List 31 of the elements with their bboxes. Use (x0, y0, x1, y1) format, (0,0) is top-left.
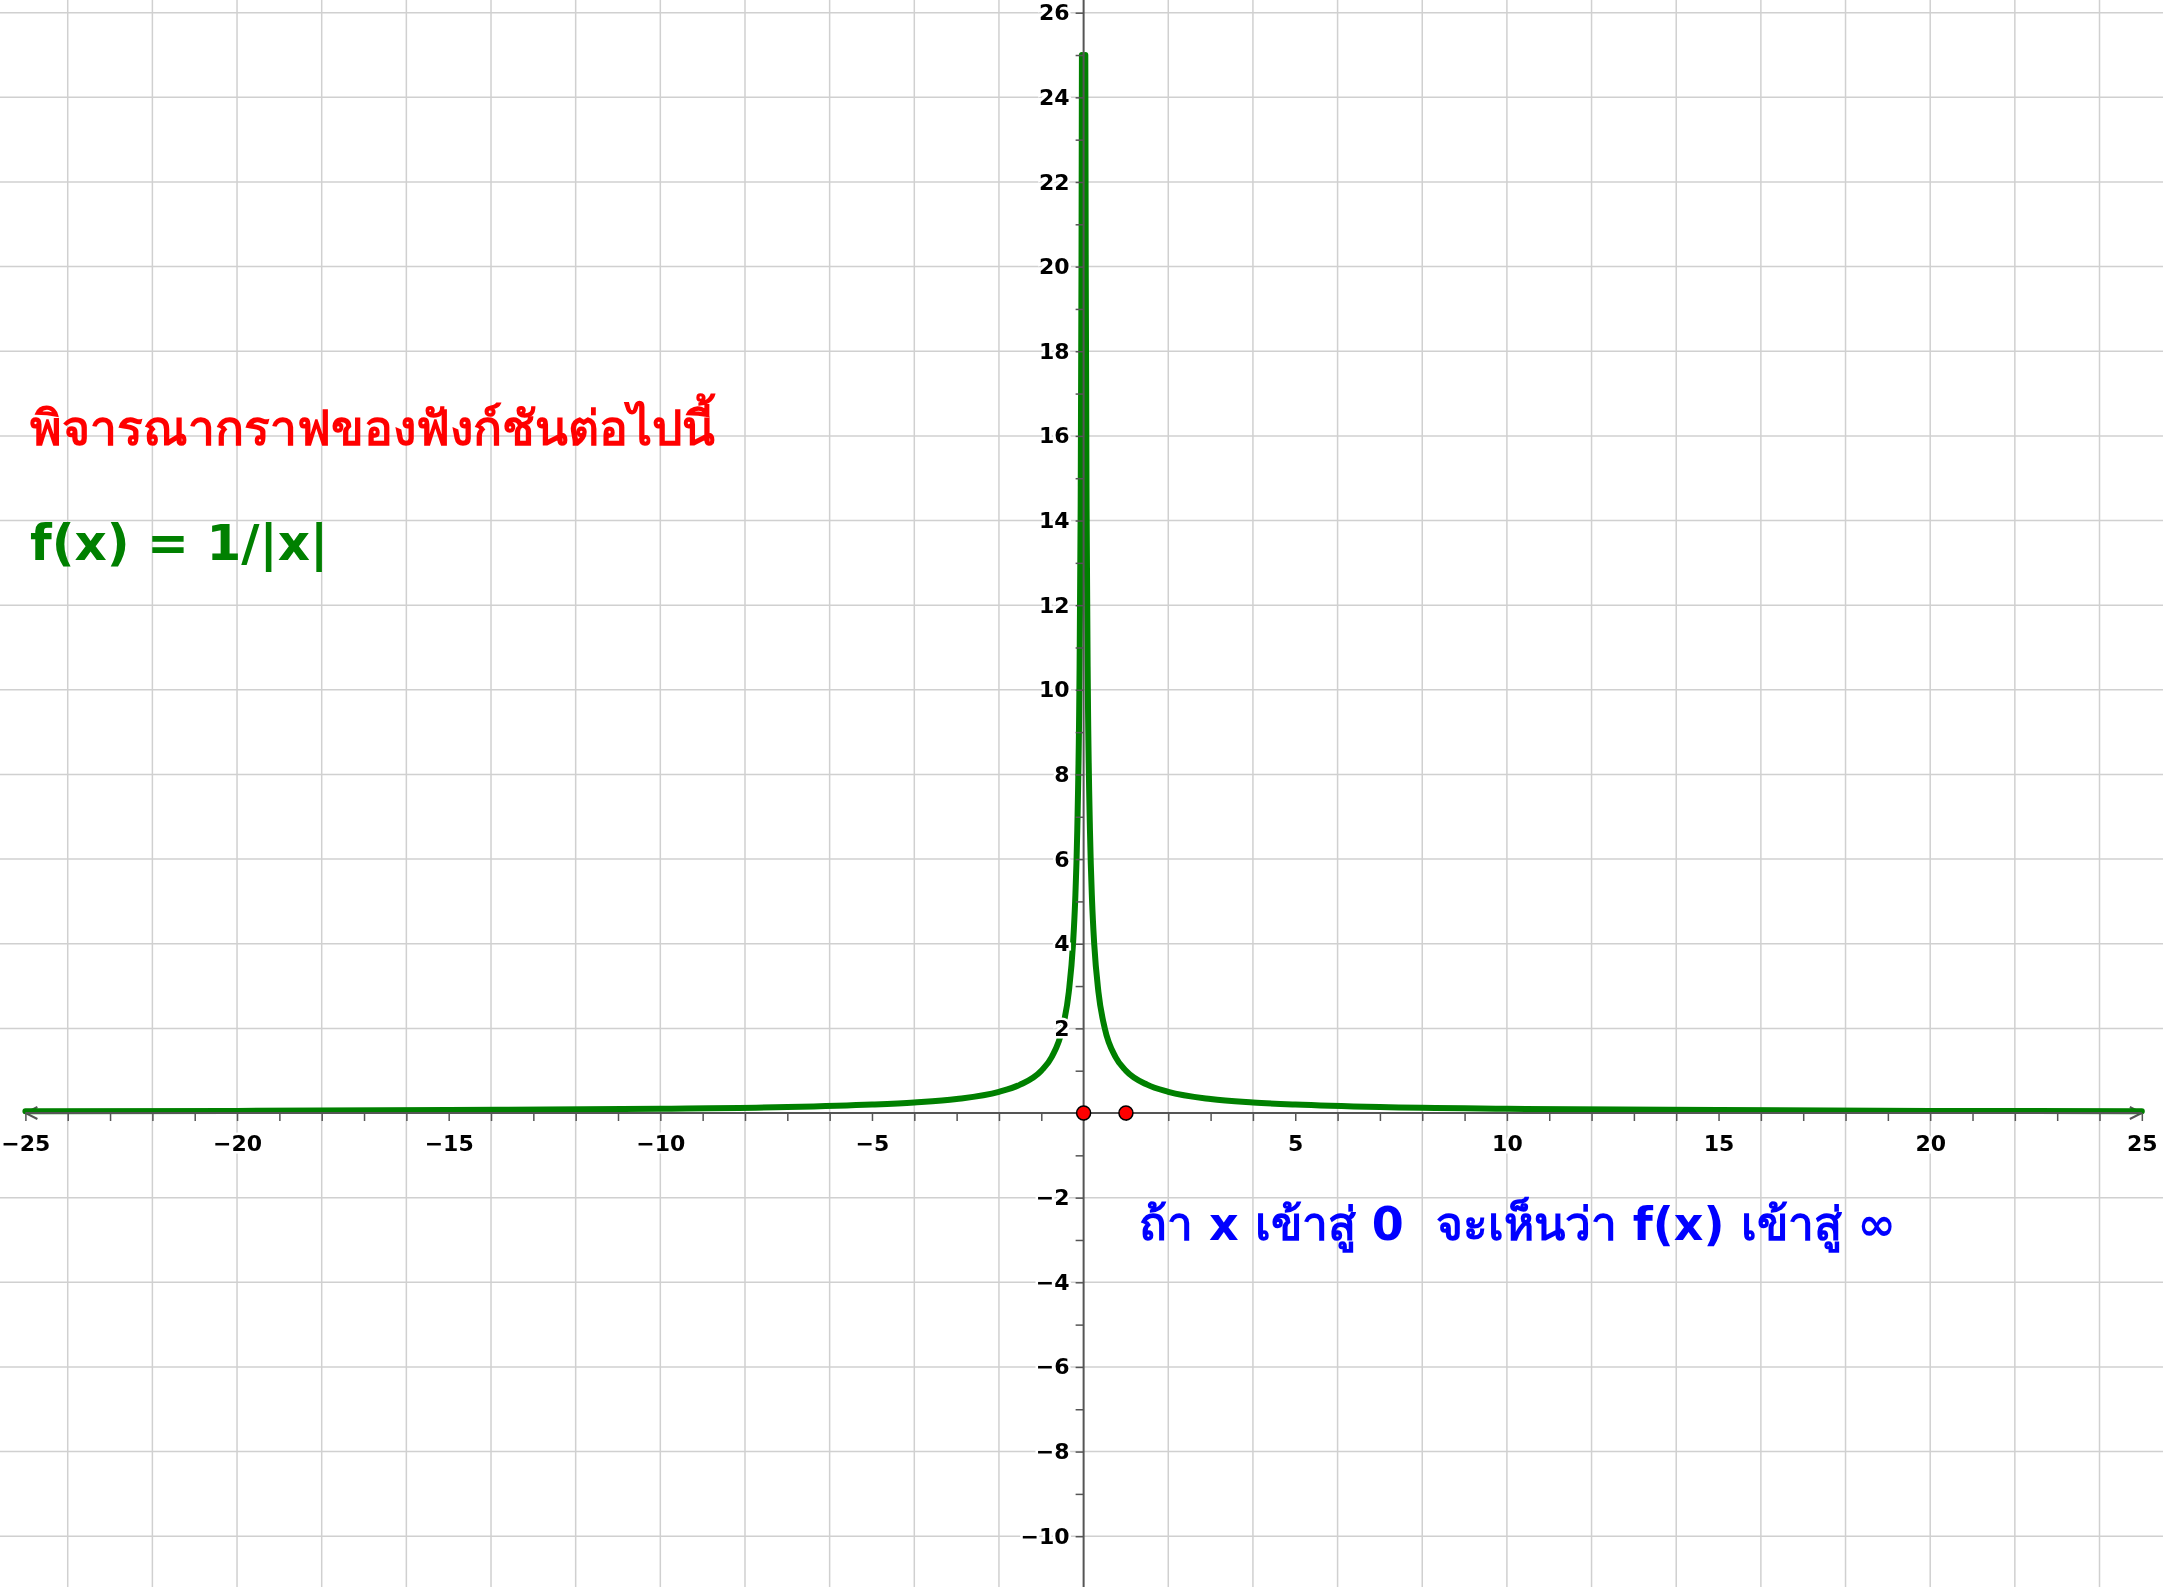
x-tick-label: −20 (213, 1130, 263, 1156)
x-tick-label: −25 (1, 1130, 51, 1156)
y-tick-label: 14 (1038, 508, 1070, 534)
x-tick-label: 5 (1288, 1130, 1304, 1156)
y-tick-label: −2 (1035, 1185, 1070, 1211)
y-tick-label: 16 (1038, 423, 1070, 449)
y-tick-label: 6 (1054, 846, 1070, 872)
y-tick-label: 8 (1054, 762, 1070, 787)
annotation: f(x) = 1/|x| (30, 514, 329, 572)
y-tick-label: −10 (1020, 1523, 1070, 1549)
y-tick-label: −8 (1035, 1439, 1070, 1465)
y-tick-label: 20 (1038, 254, 1070, 280)
y-tick-label: −6 (1035, 1354, 1070, 1380)
x-tick-label: −5 (855, 1130, 890, 1156)
y-tick-label: 2 (1054, 1015, 1070, 1041)
x-tick-label: 20 (1915, 1130, 1946, 1156)
x-tick-label: 15 (1703, 1130, 1735, 1156)
text: พิจารณากราฟของฟังก์ชันต่อไปนี้ (30, 393, 716, 456)
y-tick-label: 24 (1038, 84, 1070, 110)
y-tick-label: 12 (1038, 592, 1070, 618)
x-tick-label: 10 (1492, 1130, 1523, 1156)
y-tick-label: 22 (1038, 169, 1070, 195)
x-tick-label: −10 (636, 1130, 686, 1156)
y-tick-label: −4 (1035, 1269, 1070, 1295)
annotation: ถ้า x เข้าสู่ 0 จะเห็นว่า f(x) เข้าสู่ ∞ (1139, 1196, 1896, 1253)
y-tick-label: 26 (1038, 0, 1070, 26)
y-tick-label: 4 (1054, 931, 1070, 957)
y-tick-label: 18 (1038, 338, 1070, 364)
x-tick-label: 25 (2127, 1130, 2158, 1156)
y-tick-label: 10 (1038, 677, 1070, 703)
x-tick-label: −15 (424, 1130, 474, 1156)
